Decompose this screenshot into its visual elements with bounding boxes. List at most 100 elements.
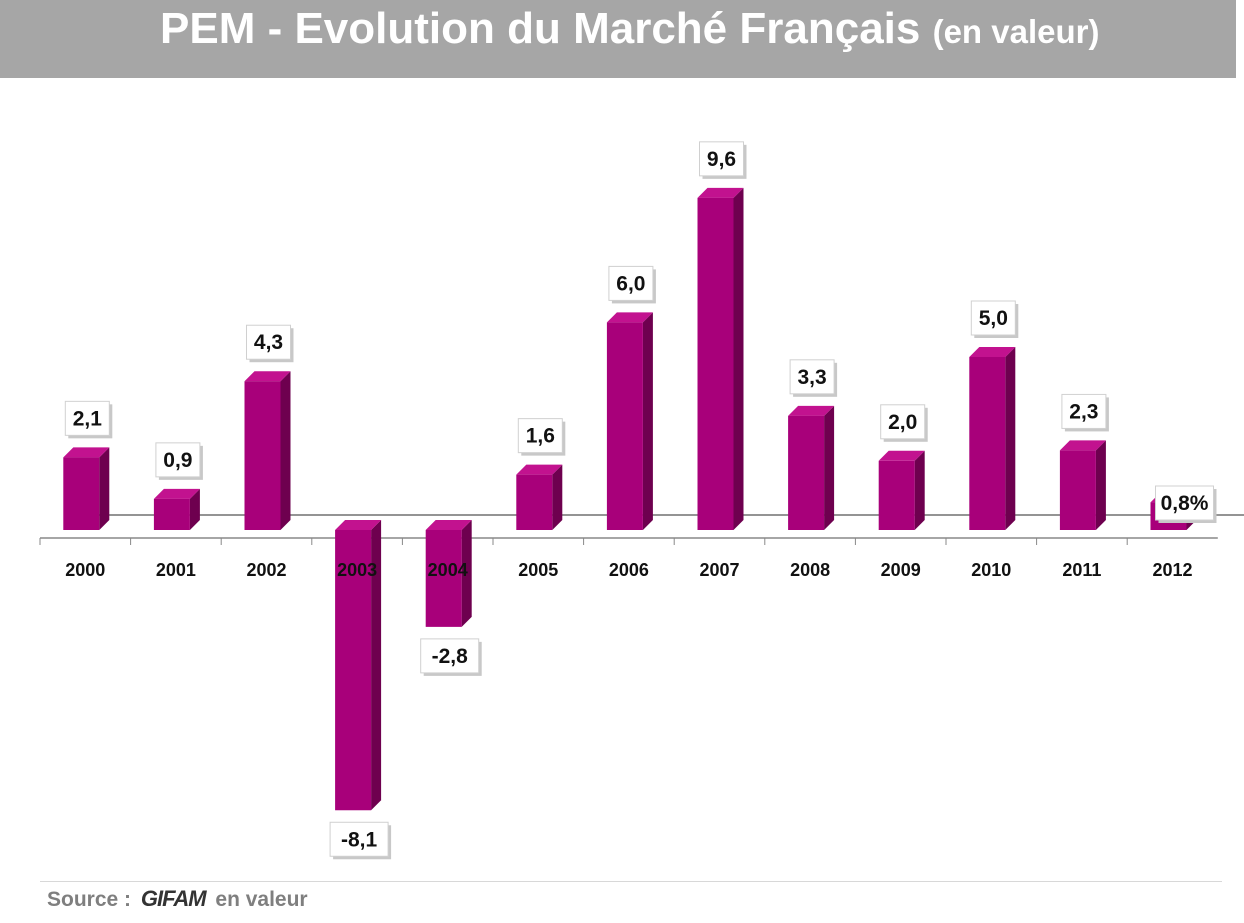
data-label-2003: -8,1 — [329, 821, 392, 860]
bar-front-2002 — [244, 381, 281, 530]
bar-side-2004 — [461, 520, 472, 627]
bar-2007 — [697, 187, 744, 530]
bar-side-2003 — [371, 520, 382, 811]
data-label-box — [64, 400, 110, 436]
bar-2003 — [335, 520, 382, 811]
data-label-text-2001: 0,9 — [163, 449, 192, 472]
source-note: Source : GIFAM en valeur — [47, 886, 308, 912]
source-prefix: Source : — [47, 888, 132, 911]
bar-side-2009 — [914, 450, 925, 530]
data-label-2009: 2,0 — [880, 404, 928, 442]
bar-side-2011 — [1095, 440, 1106, 530]
bar-2004 — [425, 520, 472, 627]
bar-2000 — [63, 447, 110, 530]
x-tick-label-2002: 2002 — [246, 560, 286, 580]
x-tick-labels: 2000 2001 2002 2003 2004 2005 2006 2007 2008 2009… — [39, 538, 1193, 580]
bar-side-2010 — [1005, 347, 1016, 530]
bar-top-2009 — [878, 450, 925, 461]
data-label-2001: 0,9 — [155, 442, 203, 480]
bar-2001 — [153, 488, 200, 530]
data-label-2005: 1,6 — [517, 418, 566, 456]
bar-top-2005 — [516, 464, 563, 475]
bar-top-2007 — [697, 187, 744, 198]
bar-top-2004 — [425, 520, 472, 530]
gifam-logo-text: GIFAM — [140, 886, 207, 911]
bar-2011 — [1059, 440, 1106, 530]
bar-front-2004 — [425, 530, 462, 627]
bar-chart: 2000 2001 2002 2003 2004 2005 2006 2007 2008 2009… — [39, 141, 1244, 860]
x-tick-label-2007: 2007 — [699, 560, 739, 580]
bar-top-2011 — [1059, 440, 1106, 451]
data-label-2007: 9,6 — [699, 141, 747, 179]
x-tick-label-2000: 2000 — [65, 560, 105, 580]
data-label-2011: 2,3 — [1061, 393, 1109, 432]
data-label-text-2000: 2,1 — [73, 407, 103, 430]
gifam-logo: GIFAM — [140, 886, 207, 911]
x-tick-label-2011: 2011 — [1062, 560, 1101, 580]
data-label-box — [329, 821, 389, 857]
data-label-text-2005: 1,6 — [526, 425, 555, 448]
bar-side-2006 — [642, 312, 653, 530]
bar-front-2001 — [153, 498, 190, 530]
chart-title-main: PEM - Evolution du Marché Français — [160, 4, 921, 53]
data-label-box — [699, 141, 744, 177]
x-tick-label-2012: 2012 — [1152, 560, 1192, 580]
bar-side-2005 — [552, 464, 563, 530]
data-label-box — [155, 442, 201, 478]
data-label-text-2004: -2,8 — [432, 645, 469, 668]
x-tick-label-2008: 2008 — [790, 560, 830, 580]
data-label-2000: 2,1 — [64, 400, 113, 439]
data-label-text-2007: 9,6 — [707, 148, 736, 171]
bar-2008 — [788, 405, 835, 530]
bar-2009 — [878, 450, 925, 530]
data-label-text-2003: -8,1 — [341, 828, 378, 851]
x-tick-label-2003: 2003 — [337, 560, 377, 580]
data-label-2012: 0,8% — [1155, 485, 1217, 523]
bar-side-2007 — [733, 187, 744, 530]
bar-2010 — [969, 347, 1016, 530]
data-label-box — [608, 265, 654, 301]
data-labels: 2,1 0,9 4,3 -8,1 -2,8 1,6 6,0 9,6 3,3 2,0 5,0 2,3 0,… — [64, 141, 1217, 860]
chart-title-suffix: (en valeur) — [932, 13, 1100, 50]
bar-top-2003 — [335, 520, 382, 530]
bars — [63, 187, 1197, 811]
bar-front-2006 — [606, 322, 643, 530]
bar-front-2007 — [697, 197, 734, 530]
x-tick-label-2006: 2006 — [609, 560, 649, 580]
data-label-2010: 5,0 — [970, 300, 1019, 338]
bar-top-2001 — [153, 488, 200, 499]
bar-front-2008 — [788, 415, 825, 530]
data-label-box — [970, 300, 1016, 336]
chart-title: PEM - Evolution du Marché Français (en v… — [160, 4, 1099, 54]
bar-side-2000 — [99, 447, 110, 530]
data-label-2006: 6,0 — [608, 265, 656, 304]
x-tick-label-2004: 2004 — [428, 560, 468, 580]
bar-side-2001 — [189, 488, 200, 530]
data-label-text-2006: 6,0 — [616, 272, 645, 295]
bar-2005 — [516, 464, 563, 530]
data-label-box — [880, 404, 926, 440]
data-label-box — [517, 418, 563, 454]
data-label-box — [246, 324, 291, 360]
bar-top-2000 — [63, 447, 110, 458]
data-label-text-2008: 3,3 — [797, 366, 826, 389]
bar-front-2011 — [1059, 450, 1096, 530]
x-tick-label-2005: 2005 — [518, 560, 558, 580]
bar-top-2010 — [969, 347, 1016, 357]
bar-2006 — [606, 312, 653, 530]
bar-2002 — [244, 371, 291, 530]
bar-top-2006 — [606, 312, 653, 323]
bar-front-2005 — [516, 474, 553, 530]
bar-front-2000 — [63, 457, 100, 530]
data-label-box — [420, 638, 480, 674]
bar-top-2008 — [788, 405, 835, 416]
data-label-2004: -2,8 — [420, 638, 482, 676]
bar-front-2010 — [969, 357, 1006, 530]
data-label-text-2009: 2,0 — [888, 411, 917, 434]
bar-side-2002 — [280, 371, 291, 530]
x-tick-label-2001: 2001 — [156, 560, 196, 580]
data-label-text-2012: 0,8% — [1161, 492, 1209, 515]
source-suffix: en valeur — [215, 888, 308, 911]
title-bar: PEM - Evolution du Marché Français (en v… — [0, 0, 1236, 78]
data-label-box — [789, 359, 835, 395]
